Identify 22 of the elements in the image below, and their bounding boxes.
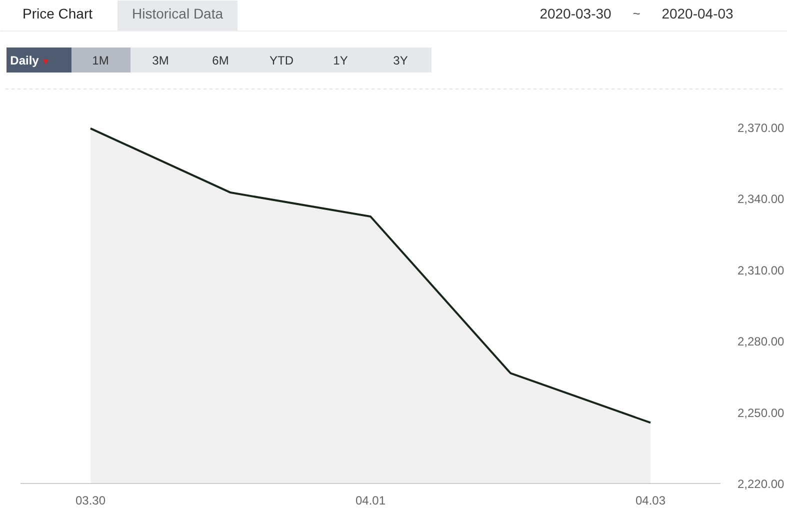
x-tick-label: 04.03 xyxy=(635,494,666,508)
y-tick-label: 2,250.00 xyxy=(738,406,785,420)
y-tick-label: 2,340.00 xyxy=(738,192,785,206)
x-tick-label: 04.01 xyxy=(355,494,386,508)
text: Daily xyxy=(10,54,40,68)
text: 3M xyxy=(152,54,169,68)
text: Price Chart xyxy=(22,6,93,22)
text: YTD xyxy=(270,54,294,68)
text: 2020-03-30 xyxy=(540,6,612,22)
text: 1M xyxy=(92,54,109,68)
text: ▼ xyxy=(41,56,50,66)
text: 6M xyxy=(212,54,229,68)
y-tick-label: 2,370.00 xyxy=(738,121,785,135)
text: ~ xyxy=(632,6,641,21)
text: 3Y xyxy=(393,54,408,68)
y-tick-label: 2,310.00 xyxy=(738,263,785,278)
y-tick-label: 2,280.00 xyxy=(738,334,785,349)
y-tick-label: 2,220.00 xyxy=(738,477,785,491)
text: Historical Data xyxy=(132,6,224,22)
text: 2020-04-03 xyxy=(662,6,734,22)
x-tick-label: 03.30 xyxy=(75,494,106,508)
text: 1Y xyxy=(333,54,348,68)
